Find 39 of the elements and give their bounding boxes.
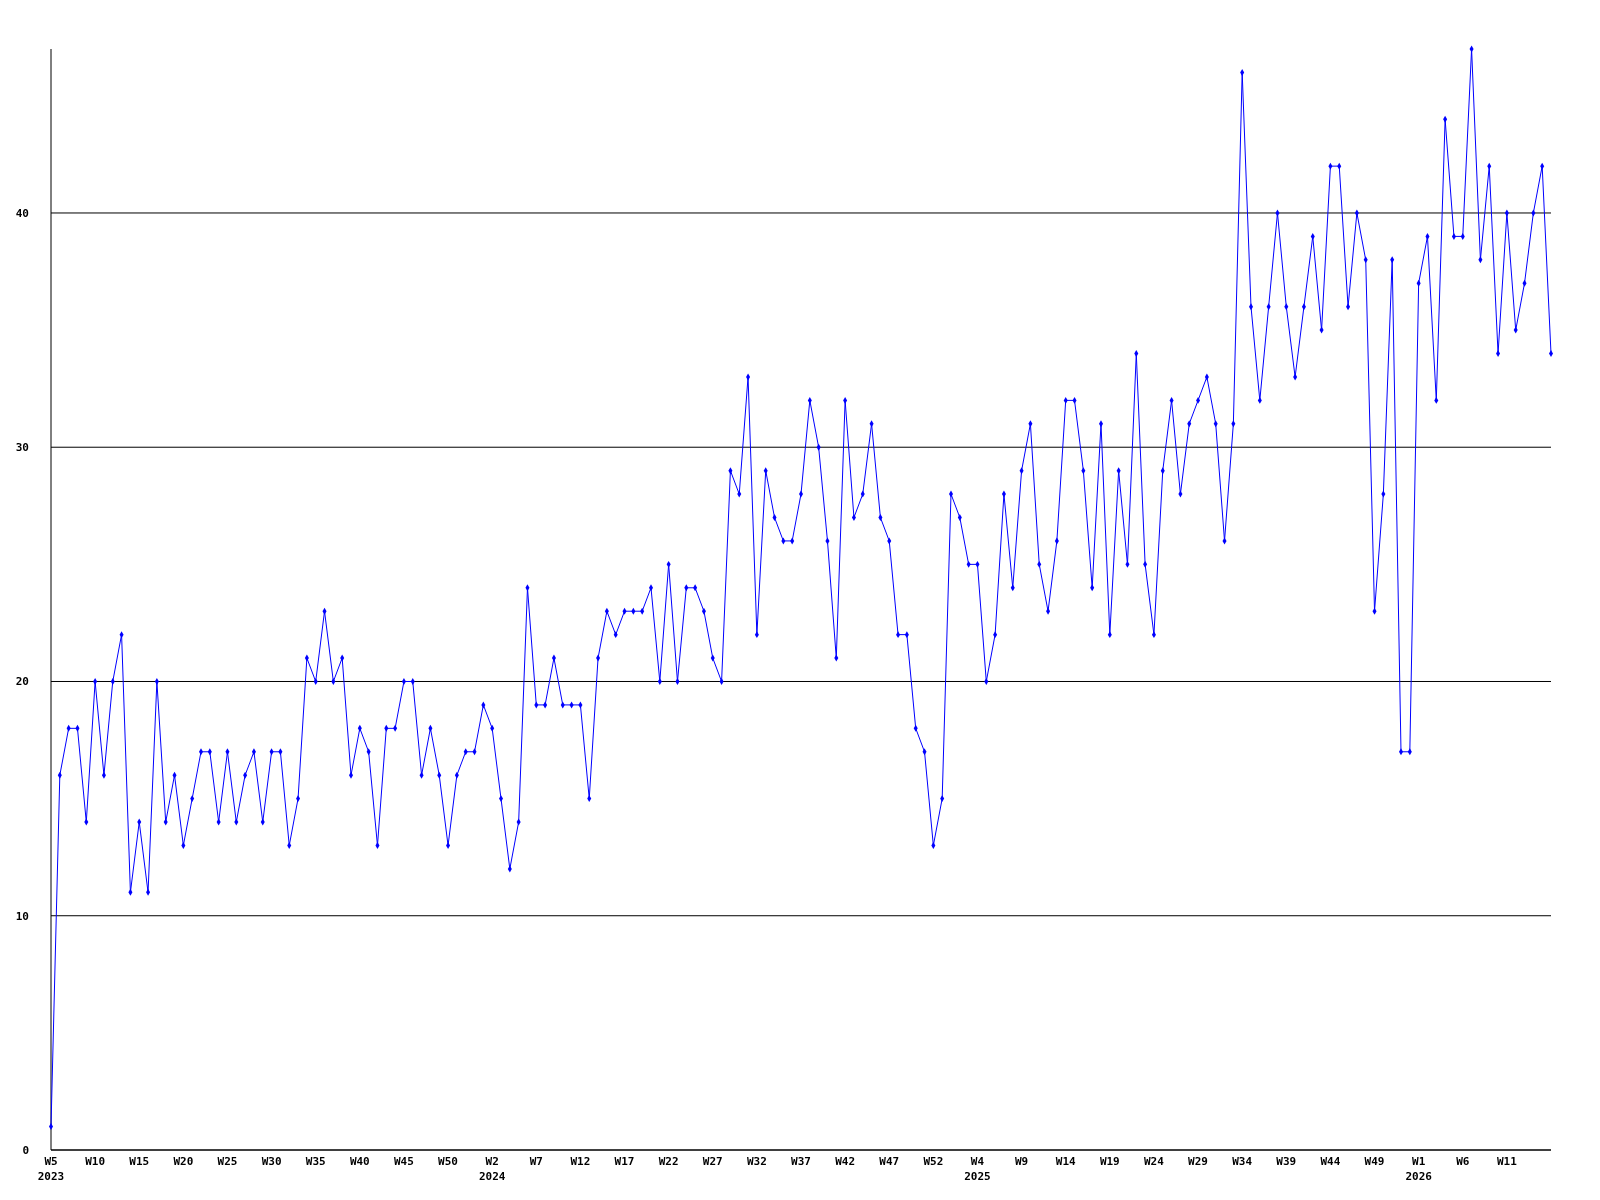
x-tick-label: W49 [1364,1155,1385,1168]
x-tick-label: W12 [570,1155,591,1168]
x-tick-label: W44 [1320,1155,1341,1168]
x-tick-label: W47 [879,1155,900,1168]
x-tick-label: W29 [1188,1155,1208,1168]
y-tick-label: 10 [15,909,29,923]
x-tick-label: W14 [1055,1155,1077,1168]
x-tick-label: W25 [217,1155,238,1168]
x-tick-label: W52 [923,1155,944,1168]
x-tick-label: W1 2026 [1405,1155,1433,1183]
x-tick-label: W17 [614,1155,635,1168]
y-tick-label: 20 [15,675,29,689]
x-tick-label: W11 [1496,1155,1518,1168]
x-tick-label: W30 [261,1155,282,1168]
x-tick-label: W27 [702,1155,723,1168]
x-tick-label: W5 2023 [37,1155,65,1183]
x-tick-label: W22 [658,1155,679,1168]
x-tick-label: W20 [173,1155,194,1168]
x-tick-label: W7 [529,1155,543,1168]
x-tick-label: W6 [1456,1155,1470,1168]
x-tick-label: W40 [349,1155,370,1168]
y-tick-label: 0 [22,1143,29,1157]
x-tick-label: W24 [1144,1155,1165,1168]
x-tick-label: W4 2025 [964,1155,991,1183]
x-tick-label: W45 [394,1155,414,1168]
x-tick-label: W39 [1276,1155,1297,1168]
x-tick-label: W50 [438,1155,458,1168]
x-tick-label: W19 [1099,1155,1120,1168]
x-tick-label: W35 [305,1155,326,1168]
y-tick-label: 40 [15,206,29,220]
x-tick-label: W9 [1014,1155,1029,1168]
x-tick-label: W2 2024 [478,1155,506,1183]
x-tick-label: W10 [85,1155,106,1168]
x-tick-label: W34 [1232,1155,1253,1168]
x-tick-label: W15 [129,1155,150,1168]
x-tick-label: W37 [791,1155,811,1168]
x-tick-label: W42 [835,1155,856,1168]
y-tick-label: 30 [15,441,29,455]
x-tick-label: W32 [746,1155,767,1168]
